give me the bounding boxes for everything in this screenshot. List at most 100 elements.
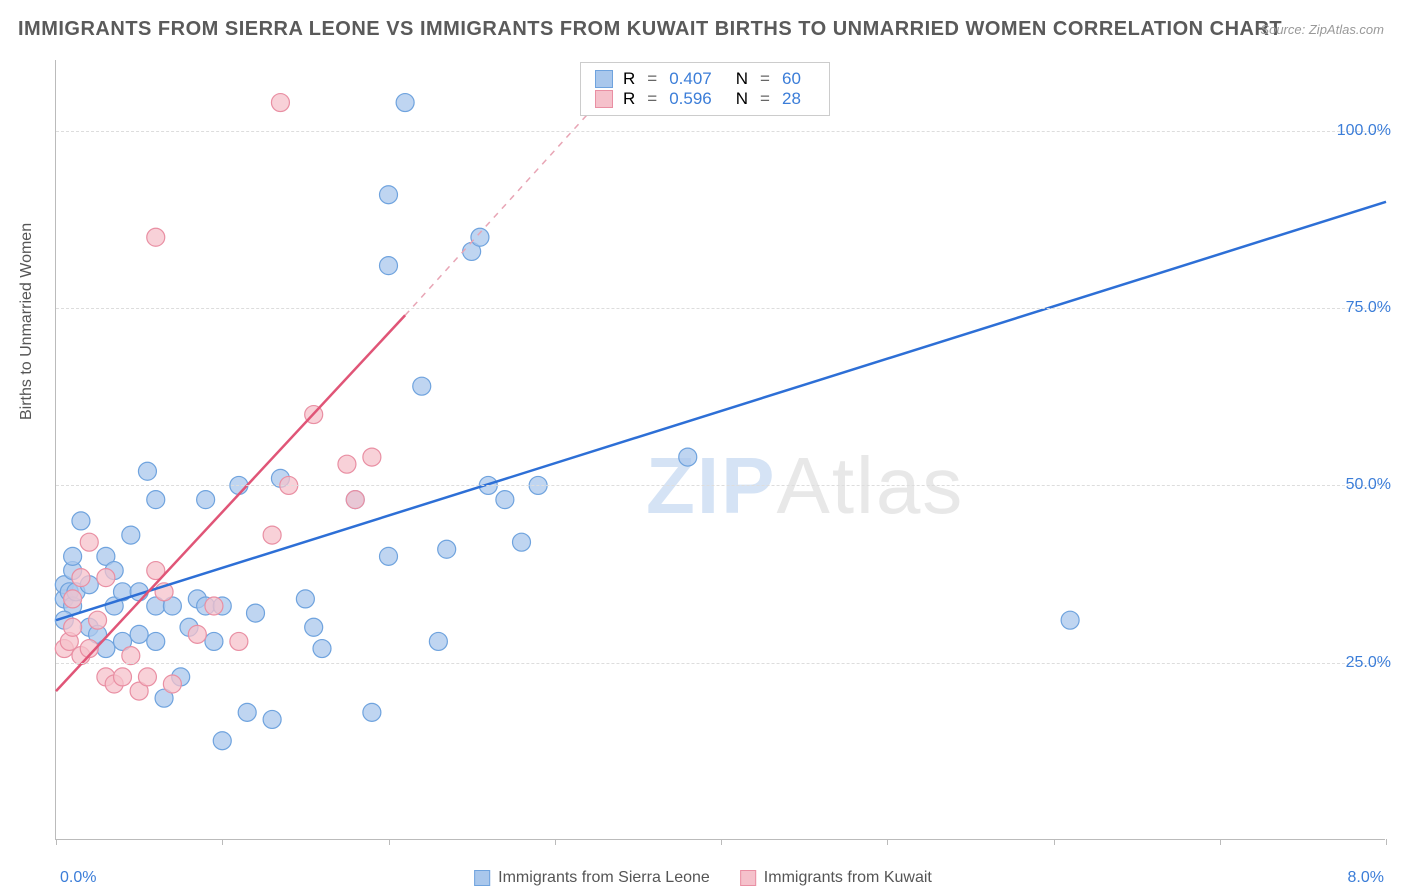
x-tick — [1386, 839, 1387, 845]
stat-row: R = 0.596 N = 28 — [595, 89, 815, 109]
data-point — [138, 462, 156, 480]
data-point — [130, 625, 148, 643]
stat-eq: = — [647, 89, 657, 109]
data-point — [513, 533, 531, 551]
data-point — [496, 491, 514, 509]
trend-line — [405, 95, 605, 315]
data-point — [1061, 611, 1079, 629]
trend-line — [56, 202, 1386, 620]
data-point — [80, 533, 98, 551]
data-point — [147, 228, 165, 246]
data-point — [296, 590, 314, 608]
stat-row: R = 0.407 N = 60 — [595, 69, 815, 89]
data-point — [114, 668, 132, 686]
legend-swatch — [474, 870, 490, 886]
data-point — [305, 618, 323, 636]
data-point — [346, 491, 364, 509]
data-point — [163, 675, 181, 693]
legend-label: Immigrants from Kuwait — [764, 869, 932, 887]
x-tick — [389, 839, 390, 845]
stat-eq: = — [647, 69, 657, 89]
data-point — [64, 547, 82, 565]
legend-item: Immigrants from Sierra Leone — [474, 869, 710, 887]
legend-item: Immigrants from Kuwait — [740, 869, 932, 887]
data-point — [89, 611, 107, 629]
data-point — [247, 604, 265, 622]
stat-r-label: R — [623, 69, 635, 89]
data-point — [122, 526, 140, 544]
data-point — [97, 640, 115, 658]
gridline-horizontal — [56, 131, 1385, 132]
legend-label: Immigrants from Sierra Leone — [498, 869, 710, 887]
stat-n-label: N — [736, 89, 748, 109]
data-point — [213, 732, 231, 750]
x-tick — [887, 839, 888, 845]
data-point — [147, 632, 165, 650]
data-point — [238, 703, 256, 721]
x-axis-max-label: 8.0% — [1348, 869, 1384, 887]
data-point — [313, 640, 331, 658]
stat-r-label: R — [623, 89, 635, 109]
data-point — [438, 540, 456, 558]
stat-box: R = 0.407 N = 60 R = 0.596 N = 28 — [580, 62, 830, 116]
chart-svg — [56, 60, 1385, 839]
data-point — [147, 491, 165, 509]
stat-eq: = — [760, 89, 770, 109]
stat-swatch — [595, 90, 613, 108]
stat-r-value: 0.407 — [669, 69, 712, 89]
data-point — [64, 618, 82, 636]
data-point — [429, 632, 447, 650]
y-tick-label: 25.0% — [1346, 654, 1391, 672]
x-tick — [1220, 839, 1221, 845]
data-point — [338, 455, 356, 473]
data-point — [471, 228, 489, 246]
gridline-horizontal — [56, 485, 1385, 486]
bottom-legend: Immigrants from Sierra Leone Immigrants f… — [474, 869, 932, 887]
source-value: ZipAtlas.com — [1309, 22, 1384, 37]
x-tick — [555, 839, 556, 845]
source-label: Source: — [1260, 22, 1305, 37]
stat-eq: = — [760, 69, 770, 89]
x-tick — [56, 839, 57, 845]
data-point — [271, 94, 289, 112]
data-point — [97, 569, 115, 587]
data-point — [363, 703, 381, 721]
y-tick-label: 75.0% — [1346, 299, 1391, 317]
data-point — [380, 547, 398, 565]
data-point — [380, 257, 398, 275]
gridline-horizontal — [56, 663, 1385, 664]
x-tick — [721, 839, 722, 845]
legend-swatch — [740, 870, 756, 886]
y-tick-label: 100.0% — [1337, 122, 1391, 140]
stat-n-label: N — [736, 69, 748, 89]
stat-n-value: 28 — [782, 89, 801, 109]
y-tick-label: 50.0% — [1346, 476, 1391, 494]
source-attribution: Source: ZipAtlas.com — [1260, 22, 1384, 37]
stat-swatch — [595, 70, 613, 88]
x-tick — [222, 839, 223, 845]
data-point — [72, 512, 90, 530]
data-point — [72, 569, 90, 587]
data-point — [138, 668, 156, 686]
stat-r-value: 0.596 — [669, 89, 712, 109]
chart-title: IMMIGRANTS FROM SIERRA LEONE VS IMMIGRAN… — [18, 18, 1282, 41]
data-point — [230, 632, 248, 650]
x-axis-min-label: 0.0% — [60, 869, 96, 887]
gridline-horizontal — [56, 308, 1385, 309]
stat-n-value: 60 — [782, 69, 801, 89]
data-point — [363, 448, 381, 466]
data-point — [64, 590, 82, 608]
data-point — [679, 448, 697, 466]
data-point — [205, 632, 223, 650]
data-point — [205, 597, 223, 615]
data-point — [188, 625, 206, 643]
data-point — [197, 491, 215, 509]
data-point — [263, 710, 281, 728]
y-axis-label: Births to Unmarried Women — [18, 223, 36, 420]
data-point — [263, 526, 281, 544]
data-point — [413, 377, 431, 395]
plot-area: ZIPAtlas — [55, 60, 1385, 840]
x-tick — [1054, 839, 1055, 845]
data-point — [380, 186, 398, 204]
data-point — [396, 94, 414, 112]
